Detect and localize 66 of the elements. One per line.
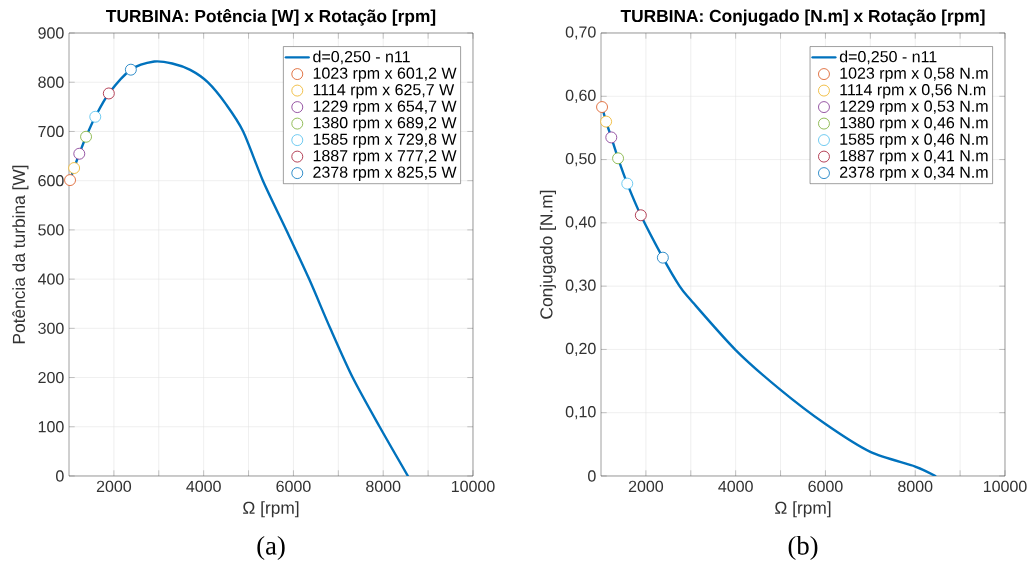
legend-label: 1229 rpm x 654,7 W <box>313 100 457 115</box>
legend-label: 1229 rpm x 0,53 N.m <box>840 100 988 115</box>
point <box>634 209 647 222</box>
point <box>621 177 634 190</box>
y-tick-label: 300 <box>38 322 64 334</box>
point <box>102 87 115 100</box>
y-tick-label: 0,10 <box>565 406 596 420</box>
y-tick-label: 0,30 <box>565 279 596 293</box>
legend-label: 2378 rpm x 0,34 N.m <box>840 166 988 182</box>
legend-label: 1114 rpm x 625,7 W <box>313 84 455 99</box>
point <box>605 131 618 144</box>
x-axis-title: Ω [rpm] <box>243 501 299 518</box>
point <box>89 110 102 123</box>
legend-label: 1585 rpm x 729,8 W <box>313 133 457 149</box>
point <box>612 152 624 165</box>
text: (b) <box>788 535 818 561</box>
x-tick-label: 10000 <box>451 480 495 493</box>
point <box>64 174 76 186</box>
y-tick-label: 700 <box>38 125 64 138</box>
y-tick-label: 0,20 <box>565 342 596 357</box>
y-tick-label: 0 <box>588 470 596 482</box>
y-tick-label: 0,50 <box>565 152 596 167</box>
y-tick-label: 600 <box>38 175 64 187</box>
y-axis-title: Conjugado [N.m] <box>539 190 556 319</box>
y-tick-label: 900 <box>38 27 64 39</box>
y-tick-label: 500 <box>38 224 64 236</box>
legend-label: 1380 rpm x 0,46 N.m <box>840 117 988 132</box>
legend-label: 1887 rpm x 0,41 N.m <box>840 150 988 165</box>
legend-label: 1023 rpm x 0,58 N.m <box>840 67 988 82</box>
y-tick-label: 800 <box>38 76 64 88</box>
x-tick-label: 10000 <box>983 480 1027 493</box>
y-tick-label: 400 <box>37 273 64 285</box>
point <box>80 130 92 143</box>
point <box>124 63 137 76</box>
legend-label: d=0,250 - n11 <box>839 50 937 65</box>
legend-label: d=0,250 - n11 <box>313 50 410 65</box>
y-tick-label: 200 <box>38 371 64 384</box>
text: (a) <box>257 535 285 561</box>
x-tick-label: 6000 <box>808 480 843 493</box>
x-tick-label: 6000 <box>276 480 311 493</box>
y-tick-label: 0,40 <box>565 216 596 230</box>
y-tick-label: 0,70 <box>565 26 596 40</box>
legend-label: 1114 rpm x 0,56 N.m <box>840 84 986 99</box>
point <box>600 115 613 128</box>
point <box>68 162 81 174</box>
legend-label: 1585 rpm x 0,46 N.m <box>840 133 988 148</box>
point <box>596 101 608 113</box>
point <box>73 147 86 160</box>
y-tick-label: 0,60 <box>565 89 596 103</box>
x-tick-label: 4000 <box>186 480 221 493</box>
point <box>656 251 669 264</box>
y-tick-label: 0 <box>56 470 64 482</box>
legend-label: 1380 rpm x 689,2 W <box>313 117 457 132</box>
x-tick-label: 2000 <box>96 480 132 493</box>
y-axis-title: Potência da turbina [W] <box>12 165 29 344</box>
x-tick-label: 8000 <box>366 480 401 493</box>
legend-label: 2378 rpm x 825,5 W <box>313 166 457 182</box>
x-tick-label: 4000 <box>718 480 753 493</box>
legend-label: 1023 rpm x 601,2 W <box>313 67 457 82</box>
chart-title: TURBINA: Potência [W] x Rotação [rpm] <box>106 9 436 26</box>
legend-label: 1887 rpm x 777,2 W <box>313 150 457 165</box>
y-tick-label: 100 <box>38 421 64 433</box>
x-tick-label: 8000 <box>898 480 933 493</box>
x-tick-label: 2000 <box>628 480 664 493</box>
chart-title: TURBINA: Conjugado [N.m] x Rotação [rpm] <box>620 9 985 26</box>
x-axis-title: Ω [rpm] <box>775 501 831 518</box>
